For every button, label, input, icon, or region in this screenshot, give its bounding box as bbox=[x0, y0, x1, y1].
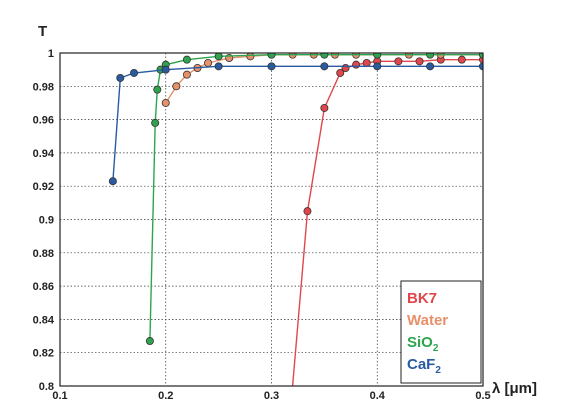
data-point-bk7 bbox=[457, 55, 466, 64]
legend-entry-bk7: BK7 bbox=[407, 290, 437, 307]
y-tick-label: 0.8 bbox=[39, 381, 54, 393]
data-point-caf2 bbox=[320, 62, 329, 71]
data-point-water bbox=[161, 98, 170, 107]
data-point-sio2 bbox=[145, 337, 154, 346]
x-axis-title: λ [μm] bbox=[492, 380, 537, 397]
tick-labels: 0.1 0.2 0.3 0.4 0.5 0.8 0.82 0.84 0.86 0.88 0.9 0.9… bbox=[33, 48, 491, 402]
data-point-bk7 bbox=[320, 103, 329, 112]
data-point-caf2 bbox=[426, 62, 435, 71]
data-point-caf2 bbox=[116, 73, 125, 82]
data-point-sio2 bbox=[426, 53, 435, 59]
y-axis-title: T bbox=[38, 23, 47, 40]
data-point-caf2 bbox=[161, 65, 170, 74]
x-tick-label: 0.3 bbox=[264, 390, 279, 402]
data-point-caf2 bbox=[130, 68, 139, 77]
data-point-sio2 bbox=[267, 53, 276, 59]
data-point-sio2 bbox=[373, 53, 382, 59]
y-tick-label: 0.94 bbox=[33, 148, 55, 160]
y-tick-label: 0.98 bbox=[33, 81, 54, 93]
data-point-caf2 bbox=[108, 177, 117, 186]
data-point-bk7 bbox=[336, 68, 345, 77]
data-point-bk7 bbox=[362, 58, 371, 67]
data-point-sio2 bbox=[182, 55, 191, 64]
series-line-caf2 bbox=[112, 65, 483, 182]
legend-label-water: Water bbox=[407, 312, 448, 329]
y-tick-label: 0.9 bbox=[39, 215, 54, 227]
series-line-sio2 bbox=[149, 54, 483, 342]
data-point-water bbox=[204, 58, 213, 67]
data-point-bk7 bbox=[341, 63, 350, 72]
legend-entry-sio2: SiO2 bbox=[407, 334, 439, 354]
x-tick-label: 0.5 bbox=[475, 390, 490, 402]
data-point-caf2 bbox=[267, 62, 276, 71]
data-point-bk7 bbox=[415, 57, 424, 66]
series-layer bbox=[108, 53, 483, 386]
x-tick-label: 0.4 bbox=[370, 390, 386, 402]
legend-label-sio2: SiO bbox=[407, 334, 433, 351]
y-tick-label: 0.86 bbox=[33, 281, 54, 293]
data-point-sio2 bbox=[214, 53, 223, 61]
data-point-sio2 bbox=[153, 85, 162, 94]
legend-box bbox=[400, 280, 482, 384]
plot-frame bbox=[59, 52, 484, 387]
x-tick-label: 0.2 bbox=[158, 390, 173, 402]
legend-entry-caf2: CaF2 bbox=[407, 356, 441, 376]
x-tick-label: 0.1 bbox=[52, 390, 67, 402]
legend-subscript-caf2: 2 bbox=[435, 365, 441, 376]
legend-entry-water: Water bbox=[407, 312, 448, 329]
data-point-sio2 bbox=[320, 53, 329, 59]
data-point-caf2 bbox=[373, 62, 382, 71]
y-tick-label: 0.92 bbox=[33, 181, 54, 193]
y-tick-label: 0.84 bbox=[33, 314, 55, 326]
data-point-water bbox=[182, 70, 191, 79]
legend-label-caf2: CaF bbox=[407, 356, 435, 373]
data-point-bk7 bbox=[303, 207, 312, 216]
data-point-caf2 bbox=[214, 62, 223, 71]
data-point-sio2 bbox=[151, 118, 160, 127]
data-point-water bbox=[172, 82, 181, 91]
y-tick-label: 0.96 bbox=[33, 115, 54, 127]
data-point-bk7 bbox=[352, 60, 361, 69]
data-point-bk7 bbox=[394, 57, 403, 66]
y-tick-label: 1 bbox=[48, 48, 54, 60]
y-tick-label: 0.82 bbox=[33, 348, 54, 360]
y-tick-label: 0.88 bbox=[33, 248, 54, 260]
legend-subscript-sio2: 2 bbox=[433, 343, 439, 354]
data-point-water bbox=[246, 53, 255, 61]
legend-label-bk7: BK7 bbox=[407, 290, 437, 307]
